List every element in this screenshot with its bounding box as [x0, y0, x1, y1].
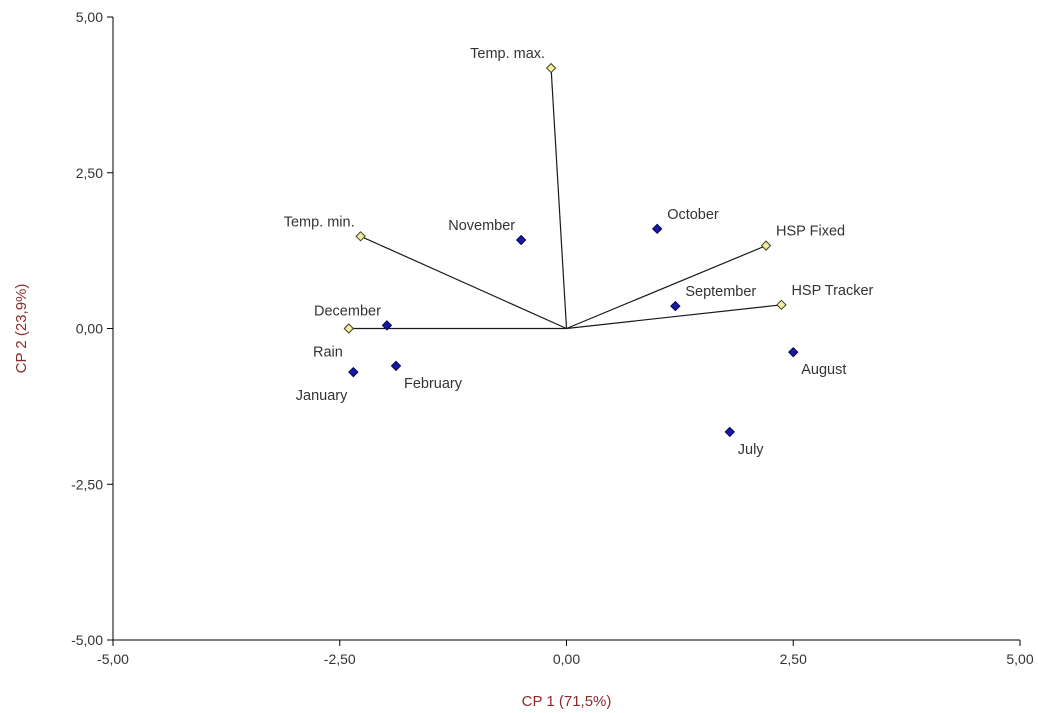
point-labels-group: October November September August July Decemb…: [284, 46, 874, 458]
y-axis-title: CP 2 (23,9%): [13, 284, 30, 374]
variable-point-hsp-fixed: [760, 240, 772, 251]
observation-point-september: [670, 300, 681, 312]
vector-hsp-fixed: [566, 245, 767, 330]
variable-vectors-group: [348, 68, 782, 330]
y-tick-label: 0,00: [76, 321, 103, 337]
variable-point-temp-max: [545, 62, 557, 74]
vector-temp-min: [360, 235, 567, 330]
variable-label-rain: Rain: [313, 345, 343, 361]
observation-point-february: [390, 360, 402, 372]
variable-label-hsp-fixed: HSP Fixed: [776, 224, 845, 240]
observation-label-july: July: [738, 442, 765, 458]
y-ticks-group: -5,00 -2,50 0,00 2,50 5,00: [71, 9, 113, 648]
vector-temp-max: [550, 68, 568, 329]
observation-label-august: August: [801, 362, 846, 378]
observation-point-december: [381, 320, 393, 331]
points-group: [343, 62, 799, 438]
observation-point-november: [515, 234, 527, 246]
x-tick-label: 2,50: [780, 651, 807, 667]
variable-point-rain: [343, 323, 355, 334]
x-axis-title: CP 1 (71,5%): [522, 693, 612, 710]
observation-label-december: December: [314, 303, 381, 319]
x-tick-label: 5,00: [1006, 651, 1033, 667]
observation-label-october: October: [667, 207, 719, 223]
y-tick-label: 2,50: [76, 165, 103, 181]
observation-label-january: January: [296, 388, 348, 404]
variable-point-temp-min: [355, 231, 366, 242]
y-tick-label: -2,50: [71, 476, 103, 492]
observation-point-january: [348, 366, 359, 378]
variable-label-temp-min: Temp. min.: [284, 214, 355, 230]
x-tick-label: -2,50: [324, 651, 356, 667]
x-ticks-group: -5,00 -2,50 0,00 2,50 5,00: [97, 640, 1034, 667]
y-tick-label: -5,00: [71, 632, 103, 648]
variable-label-temp-max: Temp. max.: [470, 46, 545, 62]
observation-label-september: September: [685, 284, 756, 300]
x-tick-label: 0,00: [553, 651, 580, 667]
observation-point-july: [724, 426, 735, 438]
y-tick-label: 5,00: [76, 9, 103, 25]
variable-label-hsp-tracker: HSP Tracker: [791, 283, 873, 299]
observation-label-february: February: [404, 376, 463, 392]
observation-point-october: [651, 223, 663, 235]
variable-point-hsp-tracker: [776, 299, 787, 311]
observation-point-august: [788, 346, 799, 358]
observation-label-november: November: [448, 218, 515, 234]
x-tick-label: -5,00: [97, 651, 129, 667]
vector-hsp-tracker: [566, 304, 782, 330]
